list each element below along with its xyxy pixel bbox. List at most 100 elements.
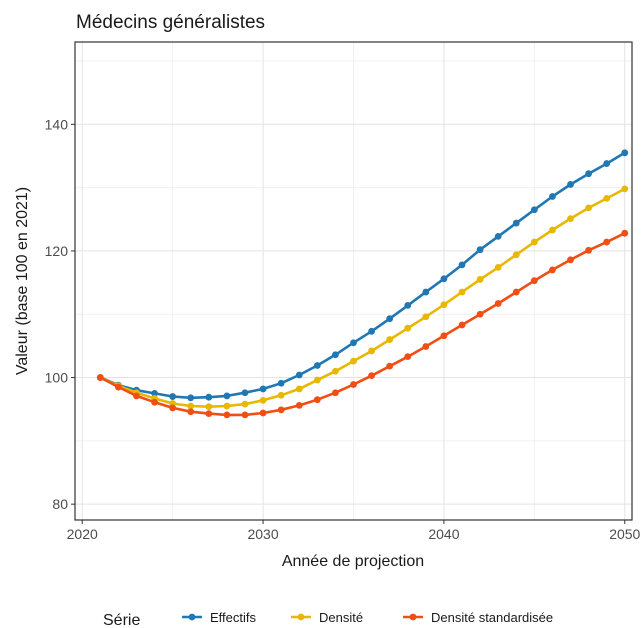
data-point (96, 374, 104, 381)
data-point (187, 408, 195, 416)
legend-key-point (188, 613, 196, 621)
data-point (205, 393, 213, 401)
data-point (313, 396, 321, 404)
data-point (585, 204, 592, 212)
data-point (350, 357, 357, 365)
legend-key-point (409, 613, 417, 621)
series-line-1 (99, 187, 627, 409)
data-point (549, 226, 556, 234)
data-point (277, 391, 285, 399)
data-point (386, 315, 394, 323)
data-point (350, 339, 357, 347)
data-point (259, 409, 267, 417)
plot-panel (74, 41, 633, 521)
data-point (621, 229, 629, 237)
data-point (567, 256, 574, 264)
data-point (241, 411, 249, 419)
data-point (603, 238, 611, 246)
data-point (368, 372, 375, 380)
data-point (567, 215, 574, 223)
x-axis-title: Année de projection (282, 553, 424, 570)
data-point (440, 301, 448, 309)
data-point (621, 185, 629, 193)
data-point (530, 277, 538, 285)
y-tick-label: 80 (52, 496, 68, 512)
data-point (458, 288, 466, 296)
legend-label: Densité standardisée (431, 610, 553, 625)
data-point (621, 149, 629, 157)
data-point (223, 392, 231, 400)
data-point (295, 402, 303, 409)
data-point (476, 246, 484, 254)
data-point (368, 327, 375, 335)
data-point (332, 367, 339, 375)
data-point (205, 410, 213, 418)
data-point (241, 400, 249, 408)
data-point (295, 385, 303, 393)
y-tick-label: 140 (45, 116, 69, 132)
data-point (603, 160, 611, 167)
data-point (332, 351, 339, 359)
y-tick-label: 100 (45, 370, 69, 386)
legend-label: Effectifs (210, 610, 257, 625)
data-point (187, 394, 195, 402)
data-point (386, 362, 394, 370)
data-point (386, 336, 394, 343)
series-line-2 (99, 231, 627, 417)
data-point (512, 219, 520, 227)
data-point (277, 406, 285, 414)
data-point (223, 402, 231, 410)
data-point (549, 266, 556, 274)
data-point (585, 246, 592, 254)
data-point (350, 381, 357, 388)
data-point (115, 383, 122, 391)
data-point (422, 288, 430, 296)
data-point (259, 385, 267, 393)
legend-label: Densité (319, 610, 363, 625)
data-point (313, 362, 321, 369)
data-point (133, 392, 140, 400)
data-point (368, 347, 375, 355)
series-lines (96, 149, 629, 419)
legend: Série Effectifs Densité Densité standardis… (103, 610, 553, 628)
data-point (494, 232, 502, 240)
data-point (205, 403, 213, 411)
data-point (476, 310, 484, 318)
data-point (549, 193, 556, 200)
data-point (567, 181, 574, 188)
data-point (494, 263, 502, 271)
data-point (512, 288, 520, 296)
axis-ticks: 2020 2030 2040 2050 80 100 120 140 (45, 116, 641, 542)
data-point (585, 170, 592, 178)
data-point (332, 389, 339, 397)
data-point (187, 402, 195, 410)
x-tick-label: 2050 (609, 526, 640, 542)
data-point (169, 393, 177, 400)
data-point (295, 371, 303, 379)
data-point (169, 404, 177, 412)
data-point (313, 376, 321, 384)
data-point (440, 275, 448, 283)
data-point (259, 396, 267, 404)
x-tick-label: 2020 (67, 526, 98, 542)
data-point (458, 321, 466, 329)
data-point (241, 389, 249, 397)
data-point (404, 353, 412, 361)
y-axis-title: Valeur (base 100 en 2021) (14, 187, 31, 375)
data-point (512, 251, 520, 259)
legend-title: Série (103, 612, 140, 628)
data-point (440, 332, 448, 340)
data-point (494, 300, 502, 307)
grid (75, 42, 632, 520)
data-point (476, 276, 484, 283)
data-point (530, 206, 538, 214)
data-point (404, 324, 412, 332)
chart-title: Médecins généralistes (76, 12, 265, 33)
y-tick-label: 120 (45, 243, 69, 259)
data-point (223, 411, 231, 419)
data-point (151, 389, 158, 397)
data-point (277, 379, 285, 387)
data-point (458, 261, 466, 269)
data-point (603, 194, 611, 202)
